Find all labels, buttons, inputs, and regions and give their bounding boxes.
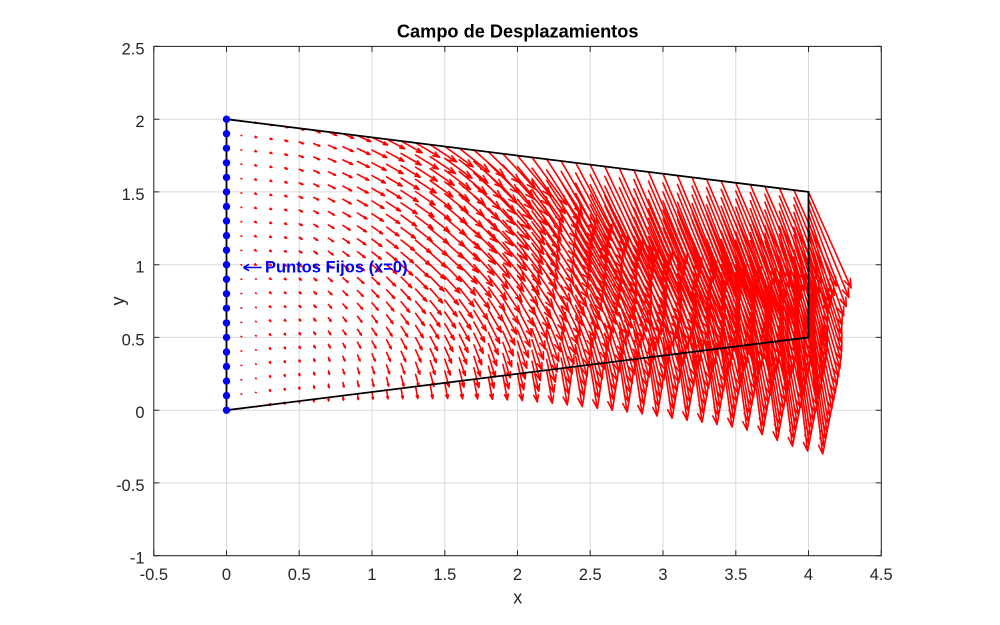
- svg-text:4.5: 4.5: [870, 566, 893, 584]
- svg-text:-0.5: -0.5: [140, 566, 168, 584]
- svg-text:x: x: [513, 588, 522, 608]
- svg-text:Campo de Desplazamientos: Campo de Desplazamientos: [397, 21, 639, 41]
- svg-text:1.5: 1.5: [433, 566, 456, 584]
- svg-text:1: 1: [367, 566, 376, 584]
- svg-text:3.5: 3.5: [724, 566, 747, 584]
- svg-text:2.5: 2.5: [122, 40, 145, 58]
- svg-text:y: y: [108, 297, 128, 306]
- svg-text:0: 0: [135, 404, 144, 422]
- svg-text:2: 2: [513, 566, 522, 584]
- svg-text:Puntos Fijos (x=0): Puntos Fijos (x=0): [265, 259, 408, 277]
- svg-text:0.5: 0.5: [288, 566, 311, 584]
- svg-text:3: 3: [658, 566, 667, 584]
- svg-text:-1: -1: [130, 550, 145, 568]
- svg-text:1: 1: [135, 259, 144, 277]
- svg-text:2: 2: [135, 113, 144, 131]
- svg-text:1.5: 1.5: [122, 186, 145, 204]
- svg-text:-0.5: -0.5: [116, 477, 144, 495]
- svg-text:2.5: 2.5: [579, 566, 602, 584]
- svg-text:0: 0: [222, 566, 231, 584]
- svg-text:0.5: 0.5: [122, 331, 145, 349]
- svg-text:4: 4: [804, 566, 813, 584]
